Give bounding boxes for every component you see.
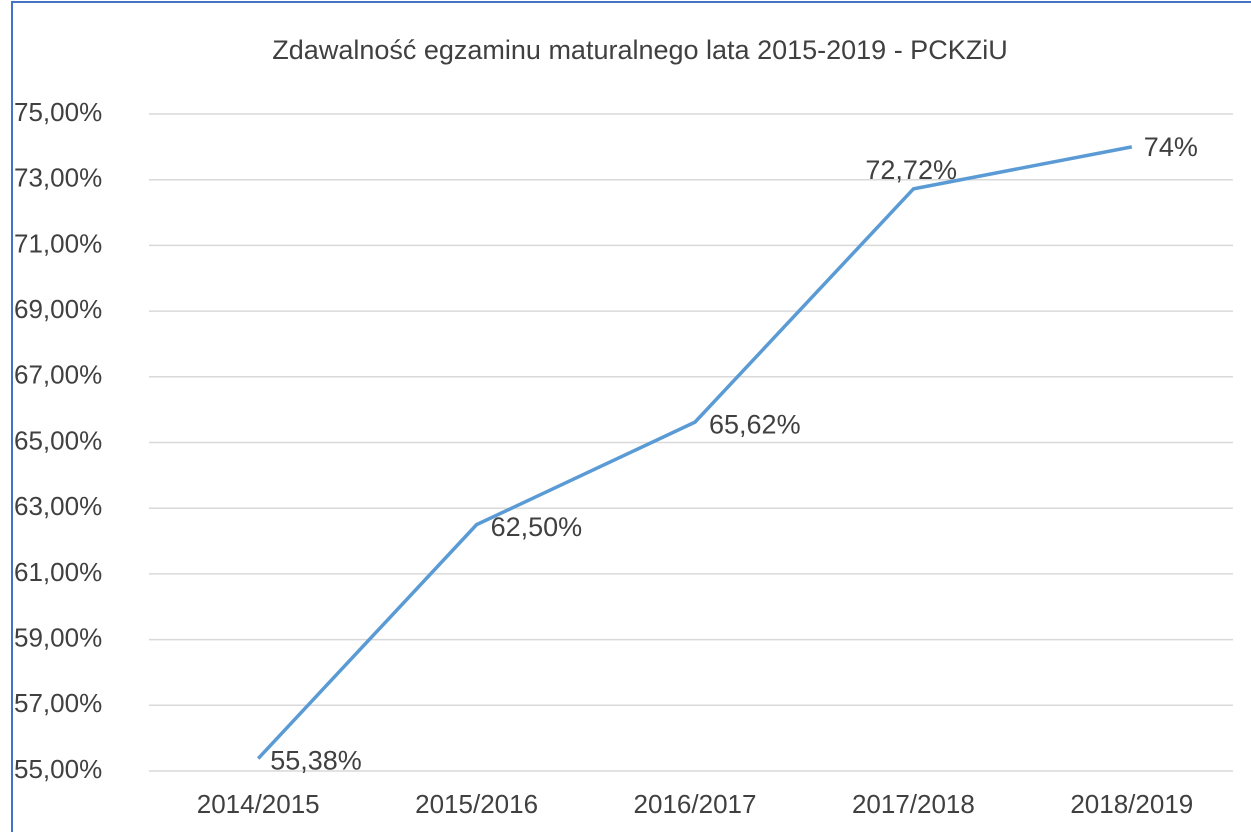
x-tick-label: 2018/2019 xyxy=(1070,789,1193,819)
y-tick-label: 73,00% xyxy=(14,163,102,193)
data-label: 62,50% xyxy=(491,512,583,542)
y-tick-label: 65,00% xyxy=(14,425,102,455)
y-tick-label: 61,00% xyxy=(14,557,102,587)
data-label: 55,38% xyxy=(270,746,362,776)
x-tick-label: 2014/2015 xyxy=(197,789,320,819)
chart-border xyxy=(11,1,1251,832)
y-tick-label: 63,00% xyxy=(14,491,102,521)
data-label: 72,72% xyxy=(865,155,957,185)
y-tick-label: 67,00% xyxy=(14,360,102,390)
x-tick-label: 2015/2016 xyxy=(415,789,538,819)
data-line xyxy=(256,145,1133,760)
y-tick-label: 59,00% xyxy=(14,622,102,652)
data-label: 74% xyxy=(1144,132,1198,162)
y-tick-label: 57,00% xyxy=(14,688,102,718)
data-label: 65,62% xyxy=(709,409,801,439)
chart-title: Zdawalność egzaminu maturalnego lata 201… xyxy=(272,35,1007,65)
x-tick-label: 2017/2018 xyxy=(852,789,975,819)
y-tick-label: 71,00% xyxy=(14,228,102,258)
x-tick-label: 2016/2017 xyxy=(634,789,757,819)
y-tick-label: 75,00% xyxy=(14,97,102,127)
y-tick-label: 69,00% xyxy=(14,294,102,324)
y-tick-label: 55,00% xyxy=(14,754,102,784)
